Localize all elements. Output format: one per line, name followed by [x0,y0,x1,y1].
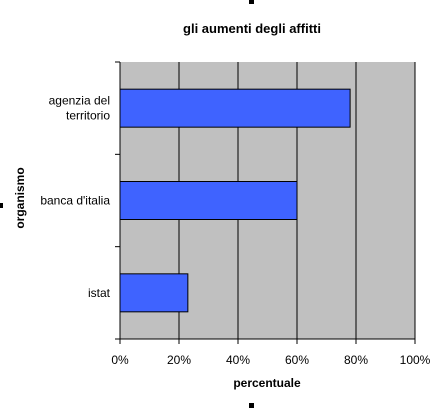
selection-handle-left[interactable] [0,203,3,208]
bar-2[interactable] [119,273,189,313]
x-tick-label: 60% [285,353,309,367]
x-tick-label: 80% [344,353,368,367]
bar-0[interactable] [119,88,351,128]
bar-1[interactable] [119,181,298,220]
x-tick-label: 0% [111,353,129,367]
x-tick-label: 20% [167,353,191,367]
y-tick-label: istat [88,286,111,300]
x-tick-label: 100% [400,353,431,367]
y-tick-label: agenzia del territorio [49,94,111,123]
y-tick-label: banca d'italia [40,194,110,208]
chart-title: gli aumenti degli affitti [183,21,321,36]
x-tick-label: 40% [226,353,250,367]
plot-area: 0% 20% 40% 60% 80% 100% agenzia del territorio b… [40,61,431,367]
selection-handle-bottom[interactable] [249,403,254,408]
y-axis-title: organismo [13,167,27,228]
selection-handle-top[interactable] [249,0,254,4]
x-axis-title: percentuale [233,376,301,390]
